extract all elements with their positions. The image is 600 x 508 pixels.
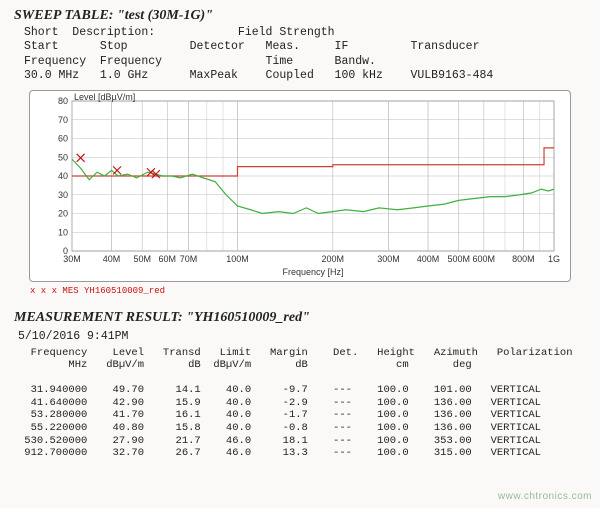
svg-text:60: 60 [58, 133, 68, 143]
svg-text:400M: 400M [417, 254, 440, 264]
svg-text:10: 10 [58, 227, 68, 237]
svg-text:30: 30 [58, 189, 68, 199]
sweep-title-prefix: SWEEP TABLE: [14, 8, 117, 23]
svg-text:600M: 600M [473, 254, 496, 264]
svg-text:40: 40 [58, 171, 68, 181]
svg-text:50: 50 [58, 152, 68, 162]
sweep-header-block: Short Description: Field Strength Start … [24, 26, 586, 84]
svg-text:200M: 200M [322, 254, 345, 264]
legend-marker: x x x [30, 286, 57, 296]
meas-title-value: "YH160510009_red" [186, 310, 310, 325]
svg-text:300M: 300M [377, 254, 400, 264]
chart-svg: 0102030405060708030M40M50M60M70M100M200M… [30, 91, 570, 281]
chart-legend: x x x MES YH160510009_red [30, 284, 570, 296]
measurement-timestamp: 5/10/2016 9:41PM [18, 330, 586, 343]
svg-text:Frequency [Hz]: Frequency [Hz] [282, 267, 343, 277]
svg-text:100M: 100M [226, 254, 249, 264]
svg-text:1G: 1G [548, 254, 560, 264]
svg-text:500M: 500M [447, 254, 470, 264]
svg-text:20: 20 [58, 208, 68, 218]
watermark: www.chtronics.com [498, 491, 592, 502]
svg-text:50M: 50M [133, 254, 151, 264]
svg-text:40M: 40M [103, 254, 121, 264]
svg-text:60M: 60M [159, 254, 177, 264]
svg-text:30M: 30M [63, 254, 81, 264]
meas-title-prefix: MEASUREMENT RESULT: [14, 310, 186, 325]
sweep-table-title: SWEEP TABLE: "test (30M-1G)" [14, 8, 586, 24]
chart-container: 0102030405060708030M40M50M60M70M100M200M… [29, 90, 571, 282]
svg-text:Level [dBµV/m]: Level [dBµV/m] [74, 92, 135, 102]
svg-text:70M: 70M [180, 254, 198, 264]
measurement-table: Frequency Level Transd Limit Margin Det.… [18, 347, 586, 460]
svg-text:800M: 800M [512, 254, 535, 264]
legend-label: MES YH160510009_red [62, 286, 165, 296]
svg-text:70: 70 [58, 114, 68, 124]
sweep-title-value: "test (30M-1G)" [117, 8, 213, 23]
measurement-title: MEASUREMENT RESULT: "YH160510009_red" [14, 310, 586, 326]
svg-text:80: 80 [58, 96, 68, 106]
